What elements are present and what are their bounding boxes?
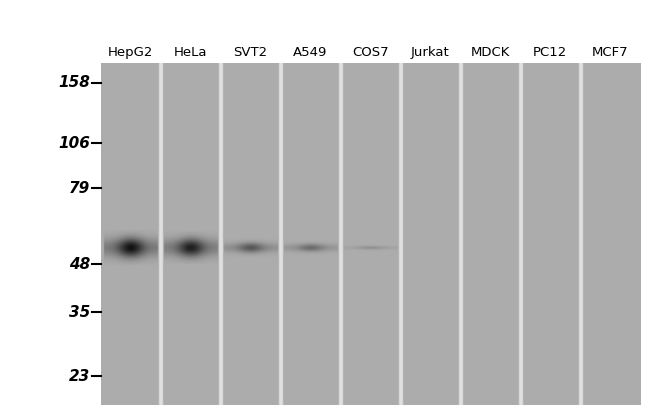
Text: HeLa: HeLa: [174, 46, 207, 59]
Text: 48: 48: [69, 257, 90, 272]
Text: PC12: PC12: [533, 46, 567, 59]
Text: 79: 79: [69, 181, 90, 196]
Text: 23: 23: [69, 369, 90, 384]
Text: HepG2: HepG2: [108, 46, 153, 59]
Text: 35: 35: [69, 305, 90, 320]
Text: Jurkat: Jurkat: [411, 46, 450, 59]
Text: 158: 158: [58, 75, 90, 90]
Text: A549: A549: [293, 46, 328, 59]
Text: MDCK: MDCK: [471, 46, 510, 59]
Text: 106: 106: [58, 136, 90, 151]
Text: SVT2: SVT2: [233, 46, 268, 59]
Text: MCF7: MCF7: [592, 46, 629, 59]
Text: COS7: COS7: [352, 46, 389, 59]
